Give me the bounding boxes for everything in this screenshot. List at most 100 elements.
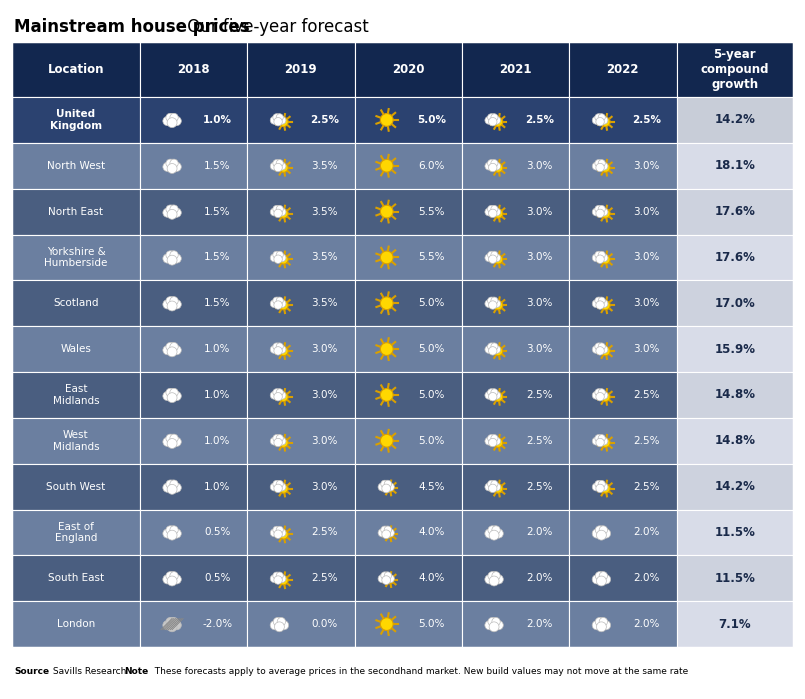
Circle shape — [276, 297, 283, 304]
Circle shape — [595, 435, 602, 442]
Bar — [462, 189, 569, 234]
Circle shape — [488, 617, 496, 626]
Circle shape — [270, 208, 278, 216]
Circle shape — [493, 437, 501, 445]
Bar — [247, 372, 354, 418]
Circle shape — [596, 209, 605, 217]
Text: Location: Location — [47, 63, 104, 76]
Circle shape — [166, 251, 179, 264]
Bar — [462, 143, 569, 189]
Bar — [354, 326, 462, 372]
Bar — [676, 555, 793, 601]
Circle shape — [167, 117, 177, 128]
Circle shape — [163, 575, 172, 584]
Bar — [247, 601, 354, 647]
Circle shape — [487, 297, 498, 308]
Circle shape — [166, 205, 179, 218]
Circle shape — [592, 483, 600, 491]
Circle shape — [488, 297, 494, 304]
Circle shape — [166, 159, 174, 168]
Circle shape — [172, 621, 181, 630]
Circle shape — [170, 572, 178, 580]
Circle shape — [386, 483, 394, 491]
Text: 2021: 2021 — [499, 63, 532, 76]
Circle shape — [276, 389, 283, 396]
Circle shape — [166, 434, 179, 447]
Circle shape — [279, 621, 289, 630]
Circle shape — [170, 480, 178, 489]
Circle shape — [485, 575, 494, 584]
Circle shape — [277, 617, 286, 626]
Circle shape — [492, 526, 500, 534]
Circle shape — [381, 480, 392, 492]
Text: 2019: 2019 — [284, 63, 317, 76]
Circle shape — [487, 389, 498, 400]
Text: 2.5%: 2.5% — [312, 528, 338, 538]
Text: 17.6%: 17.6% — [714, 251, 755, 264]
Circle shape — [166, 617, 179, 630]
Circle shape — [279, 255, 288, 264]
Text: 5.0%: 5.0% — [419, 435, 445, 446]
Circle shape — [166, 159, 179, 173]
Circle shape — [170, 159, 178, 168]
Circle shape — [163, 162, 172, 171]
Circle shape — [381, 113, 393, 127]
Text: 2020: 2020 — [392, 63, 424, 76]
Circle shape — [163, 438, 172, 447]
Text: 1.0%: 1.0% — [204, 344, 230, 354]
Bar — [12, 510, 140, 555]
Circle shape — [279, 347, 288, 356]
Circle shape — [273, 617, 286, 630]
Bar — [676, 234, 793, 280]
Text: 3.0%: 3.0% — [634, 161, 659, 171]
Circle shape — [276, 159, 283, 166]
Circle shape — [273, 251, 280, 259]
Circle shape — [274, 117, 283, 126]
Bar — [676, 601, 793, 647]
Circle shape — [592, 162, 600, 170]
Text: 2022: 2022 — [607, 63, 639, 76]
Circle shape — [172, 391, 181, 401]
Circle shape — [601, 163, 610, 173]
Text: 2.0%: 2.0% — [526, 619, 552, 629]
Circle shape — [493, 255, 503, 264]
Circle shape — [172, 300, 181, 309]
Bar — [140, 418, 247, 463]
Circle shape — [595, 526, 604, 534]
Circle shape — [601, 255, 610, 264]
Bar — [462, 42, 569, 97]
Circle shape — [278, 300, 286, 308]
Bar — [569, 42, 676, 97]
Circle shape — [487, 435, 498, 446]
Circle shape — [167, 484, 177, 494]
Circle shape — [592, 208, 600, 216]
Text: These forecasts apply to average prices in the secondhand market. New build valu: These forecasts apply to average prices … — [149, 667, 688, 675]
Bar — [676, 42, 793, 97]
Bar — [140, 326, 247, 372]
Circle shape — [270, 437, 278, 445]
Bar — [676, 326, 793, 372]
Circle shape — [172, 162, 181, 171]
Bar — [354, 418, 462, 463]
Bar — [12, 42, 793, 647]
Bar — [12, 601, 140, 647]
Text: 2.5%: 2.5% — [634, 482, 660, 491]
Text: North East: North East — [48, 207, 103, 217]
Bar — [462, 463, 569, 510]
Text: 5.0%: 5.0% — [417, 115, 446, 125]
Circle shape — [274, 164, 283, 172]
Circle shape — [170, 251, 178, 259]
Circle shape — [485, 254, 493, 261]
Circle shape — [594, 114, 605, 125]
Circle shape — [273, 526, 280, 533]
Bar — [247, 143, 354, 189]
Text: 0.5%: 0.5% — [204, 573, 230, 583]
Bar — [676, 372, 793, 418]
Circle shape — [278, 208, 286, 216]
Circle shape — [594, 297, 605, 308]
Circle shape — [489, 576, 499, 586]
Circle shape — [273, 297, 280, 304]
Bar — [247, 510, 354, 555]
Text: North West: North West — [47, 161, 105, 171]
Circle shape — [488, 435, 494, 442]
